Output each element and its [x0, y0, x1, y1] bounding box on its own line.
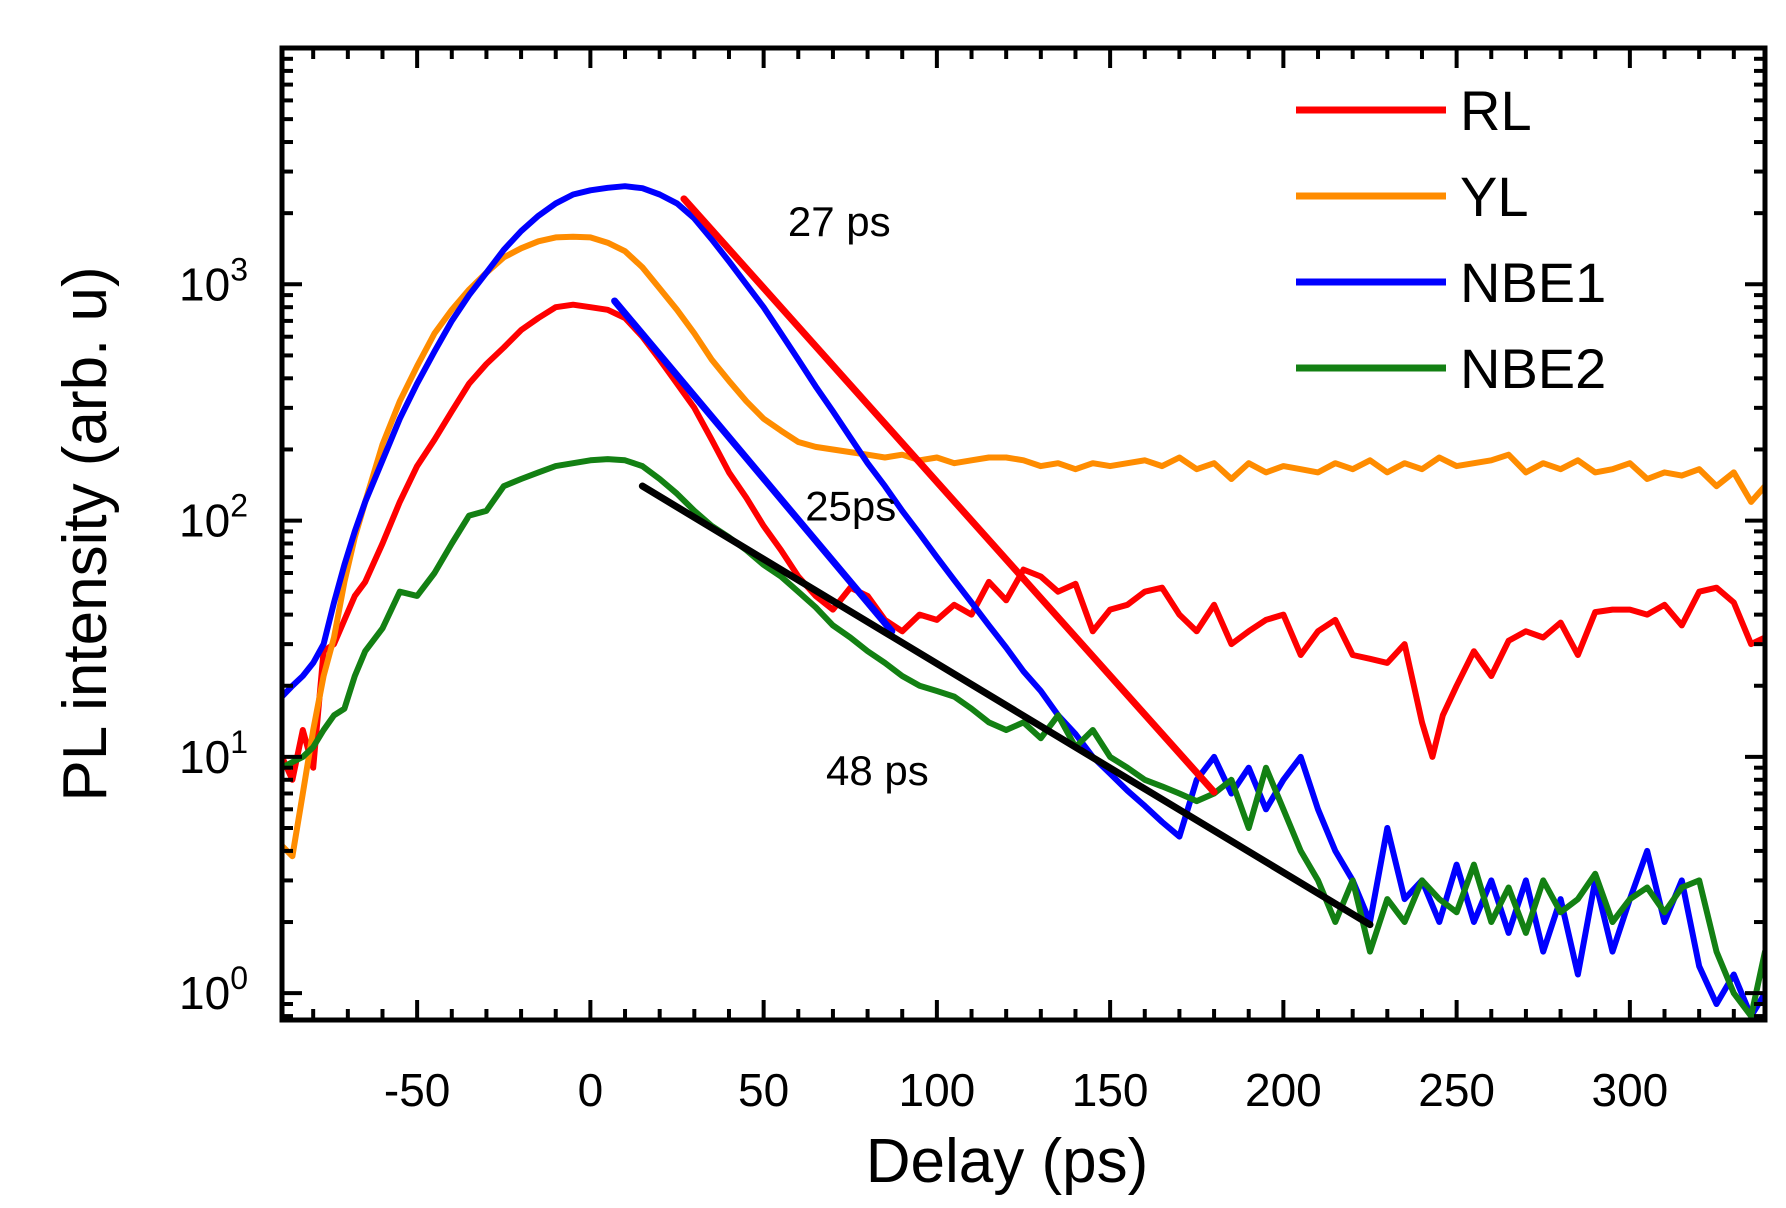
annotation-layer: 27 ps 25ps 48 ps [788, 198, 929, 794]
legend-label-yl: YL [1460, 165, 1529, 228]
series-line-nbe2 [282, 456, 1765, 1020]
plot-frame [279, 45, 1768, 1023]
fit-layer [611, 195, 1374, 929]
tick-layer [282, 46, 1765, 1020]
series-line-nbe1 [282, 183, 1765, 1020]
series-line-rl [282, 301, 1765, 783]
series-layer [282, 183, 1765, 1020]
legend-label-nbe1: NBE1 [1460, 251, 1606, 314]
fit-line-nbe1-fit [611, 297, 896, 635]
y-axis-label: PL intensity (arb. u) [51, 266, 120, 801]
fit-annotation: 27 ps [788, 198, 891, 245]
x-tick-label: 0 [578, 1064, 604, 1116]
x-tick-label: 50 [738, 1064, 789, 1116]
legend-label-nbe2: NBE2 [1460, 337, 1606, 400]
x-tick-label: 300 [1591, 1064, 1668, 1116]
x-tick-label: 250 [1418, 1064, 1495, 1116]
series-line-yl [282, 233, 1765, 860]
x-axis-label: Delay (ps) [866, 1127, 1149, 1196]
fit-annotation: 48 ps [826, 747, 929, 794]
y-tick-label: 102 [179, 488, 248, 547]
legend-label-rl: RL [1460, 79, 1532, 142]
fit-line-rl-fit [680, 195, 1218, 796]
x-tick-label: -50 [384, 1064, 450, 1116]
y-tick-label: 101 [179, 724, 248, 783]
label-layer: -50 0 50 100 150 200 250 300 100 101 102 103 [179, 251, 1668, 1116]
x-tick-label: 150 [1072, 1064, 1149, 1116]
y-tick-label: 100 [179, 960, 248, 1019]
y-tick-label: 103 [179, 251, 248, 310]
x-tick-label: 200 [1245, 1064, 1322, 1116]
x-tick-label: 100 [899, 1064, 976, 1116]
legend: RL YL NBE1 NBE2 [1296, 79, 1606, 400]
fit-annotation: 25ps [805, 483, 896, 530]
fit-line-nbe2-fit [638, 482, 1374, 929]
